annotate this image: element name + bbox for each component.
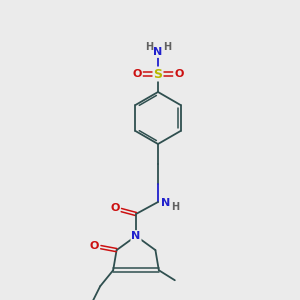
Text: N: N bbox=[153, 47, 163, 57]
Text: O: O bbox=[174, 69, 184, 79]
Text: H: H bbox=[171, 202, 179, 212]
Text: S: S bbox=[154, 68, 163, 80]
Text: H: H bbox=[145, 42, 153, 52]
Text: N: N bbox=[131, 231, 141, 241]
Text: O: O bbox=[110, 203, 120, 213]
Text: O: O bbox=[132, 69, 142, 79]
Text: N: N bbox=[161, 198, 171, 208]
Text: O: O bbox=[90, 241, 99, 251]
Text: H: H bbox=[163, 42, 171, 52]
